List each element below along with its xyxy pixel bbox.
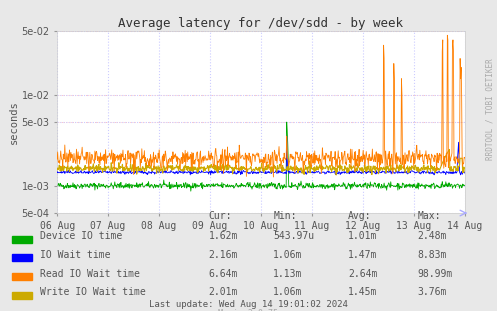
Text: 2.16m: 2.16m — [209, 250, 238, 260]
Text: 543.97u: 543.97u — [273, 231, 315, 241]
Text: 2.64m: 2.64m — [348, 269, 377, 279]
Text: Write IO Wait time: Write IO Wait time — [40, 287, 146, 297]
Text: 8.83m: 8.83m — [417, 250, 447, 260]
Text: RRDTOOL / TOBI OETIKER: RRDTOOL / TOBI OETIKER — [485, 58, 494, 160]
Text: 98.99m: 98.99m — [417, 269, 453, 279]
Text: 3.76m: 3.76m — [417, 287, 447, 297]
Text: 1.62m: 1.62m — [209, 231, 238, 241]
Text: Max:: Max: — [417, 211, 441, 221]
Text: IO Wait time: IO Wait time — [40, 250, 110, 260]
Text: Device IO time: Device IO time — [40, 231, 122, 241]
Text: 1.13m: 1.13m — [273, 269, 303, 279]
Text: 6.64m: 6.64m — [209, 269, 238, 279]
Y-axis label: seconds: seconds — [8, 100, 18, 144]
Text: Avg:: Avg: — [348, 211, 371, 221]
Text: Min:: Min: — [273, 211, 297, 221]
Text: 2.48m: 2.48m — [417, 231, 447, 241]
Text: 2.01m: 2.01m — [209, 287, 238, 297]
Text: 1.45m: 1.45m — [348, 287, 377, 297]
Text: Read IO Wait time: Read IO Wait time — [40, 269, 140, 279]
Text: Munin 2.0.75: Munin 2.0.75 — [219, 309, 278, 311]
Text: 1.47m: 1.47m — [348, 250, 377, 260]
Text: 1.01m: 1.01m — [348, 231, 377, 241]
Text: Last update: Wed Aug 14 19:01:02 2024: Last update: Wed Aug 14 19:01:02 2024 — [149, 300, 348, 309]
Text: Cur:: Cur: — [209, 211, 232, 221]
Text: 1.06m: 1.06m — [273, 250, 303, 260]
Text: 1.06m: 1.06m — [273, 287, 303, 297]
Title: Average latency for /dev/sdd - by week: Average latency for /dev/sdd - by week — [118, 17, 404, 30]
